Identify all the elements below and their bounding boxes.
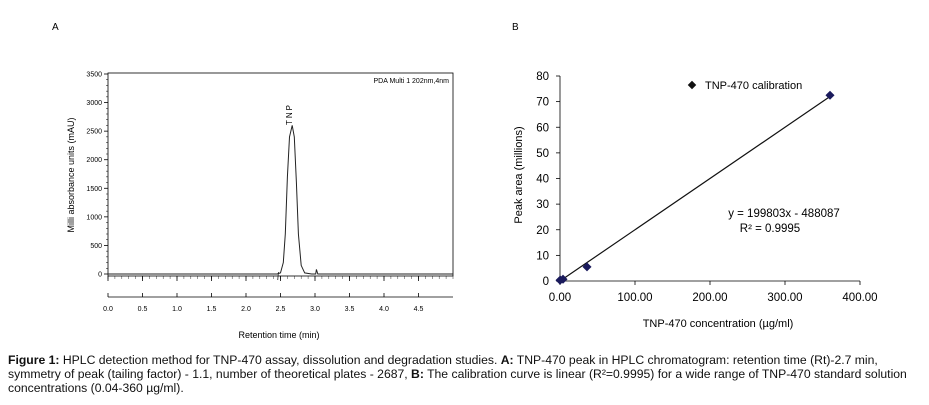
calibration-y-tick-label: 30 [536,199,549,211]
peak-label-tnp: TNP [285,103,294,125]
chromatogram-chart: 0 500 1000 1500 2000 2500 3000 3500 0.0 0.5 1.0 1.… [66,72,454,340]
caption-b-ref: B: [411,367,424,381]
chromatogram-y-tick-label: 1500 [86,186,102,193]
calibration-y-tick-label: 80 [536,71,549,83]
legend-diamond-icon [687,80,697,90]
calibration-y-tick-label: 10 [536,250,549,262]
chromatogram-x-tick-label: 4.5 [414,306,424,313]
legend-series-name: TNP-470 calibration [705,80,802,92]
caption-text-1: HPLC detection method for TNP-470 assay,… [59,353,501,367]
chromatogram-plot-frame [107,72,454,277]
chromatogram-y-ticks: 0 500 1000 1500 2000 2500 3000 3500 [86,72,108,279]
chromatogram-x-tick-label: 0.0 [103,306,113,313]
chromatogram-x-tick-label: 2.5 [276,306,286,313]
caption-text-2: TNP-470 peak in HPLC chromatogram: reten… [8,353,878,381]
chromatogram-x-tick-label: 0.5 [138,306,148,313]
calibration-y-axis-label: Peak area (millions) [513,126,525,223]
chromatogram-trace [108,125,453,275]
chromatogram-x-tick-label: 3.0 [310,306,320,313]
regression-equation: y = 199803x - 488087 [728,208,840,220]
calibration-trendline [559,96,831,282]
figure-caption: Figure 1: HPLC detection method for TNP-… [8,353,923,395]
calibration-y-tick-label: 70 [536,97,549,109]
chromatogram-y-tick-label: 2500 [86,129,102,136]
chromatogram-x-axis-label: Retention time (min) [238,330,319,340]
calibration-x-ticks: 0.00 100.00 200.00 300.00 400.00 [549,281,878,304]
chromatogram-y-tick-label: 3000 [86,100,102,107]
calibration-x-axis-label: TNP-470 concentration (µg/ml) [643,318,794,330]
panel-b-label: B [512,22,519,33]
calibration-x-tick-label: 0.00 [549,292,571,304]
calibration-y-tick-label: 20 [536,225,549,237]
chromatogram-y-tick-label: 3500 [86,72,102,79]
chromatogram-x-tick-label: 4.0 [379,306,389,313]
panel-a-label: A [52,22,59,33]
calibration-x-tick-label: 400.00 [842,292,877,304]
chromatogram-y-tick-label: 500 [90,243,102,250]
chromatogram-x-tick-label: 1.5 [207,306,217,313]
calibration-y-ticks: 0 10 20 30 40 50 60 70 80 [536,71,560,288]
chromatogram-y-tick-label: 0 [98,272,102,279]
chromatogram-x-tick-label: 3.5 [345,306,355,313]
chromatogram-x-tick-label: 2.0 [241,306,251,313]
chromatogram-x-tick-label: 1.0 [172,306,182,313]
chromatogram-y-axis-label: Milli absorbance units (mAU) [66,117,76,232]
chromatogram-y-tick-label: 1000 [86,214,102,221]
calibration-x-tick-label: 200.00 [692,292,727,304]
calibration-x-tick-label: 300.00 [767,292,802,304]
calibration-y-tick-label: 60 [536,122,549,134]
calibration-y-tick-label: 40 [536,174,549,186]
calibration-chart: 0 10 20 30 40 50 60 70 80 0.00 100.00 200.00 300.00… [513,71,878,330]
chromatogram-x-ticks: 0.0 0.5 1.0 1.5 2.0 2.5 3.0 3.5 4.0 4.5 [103,271,454,313]
calibration-x-tick-label: 100.00 [617,292,652,304]
calibration-point [582,262,592,272]
chromatogram-y-tick-label: 2000 [86,157,102,164]
calibration-y-tick-label: 50 [536,148,549,160]
calibration-point [558,274,568,284]
r-squared-value: R² = 0.9995 [740,223,800,235]
chromatogram-legend: PDA Multi 1 202nm,4nm [374,78,450,85]
calibration-legend: TNP-470 calibration [687,80,802,92]
caption-text-3: The calibration curve is linear (R²=0.99… [8,367,907,395]
calibration-y-tick-label: 0 [543,276,549,288]
caption-a-ref: A: [500,353,514,367]
caption-figure-label: Figure 1: [8,353,60,367]
